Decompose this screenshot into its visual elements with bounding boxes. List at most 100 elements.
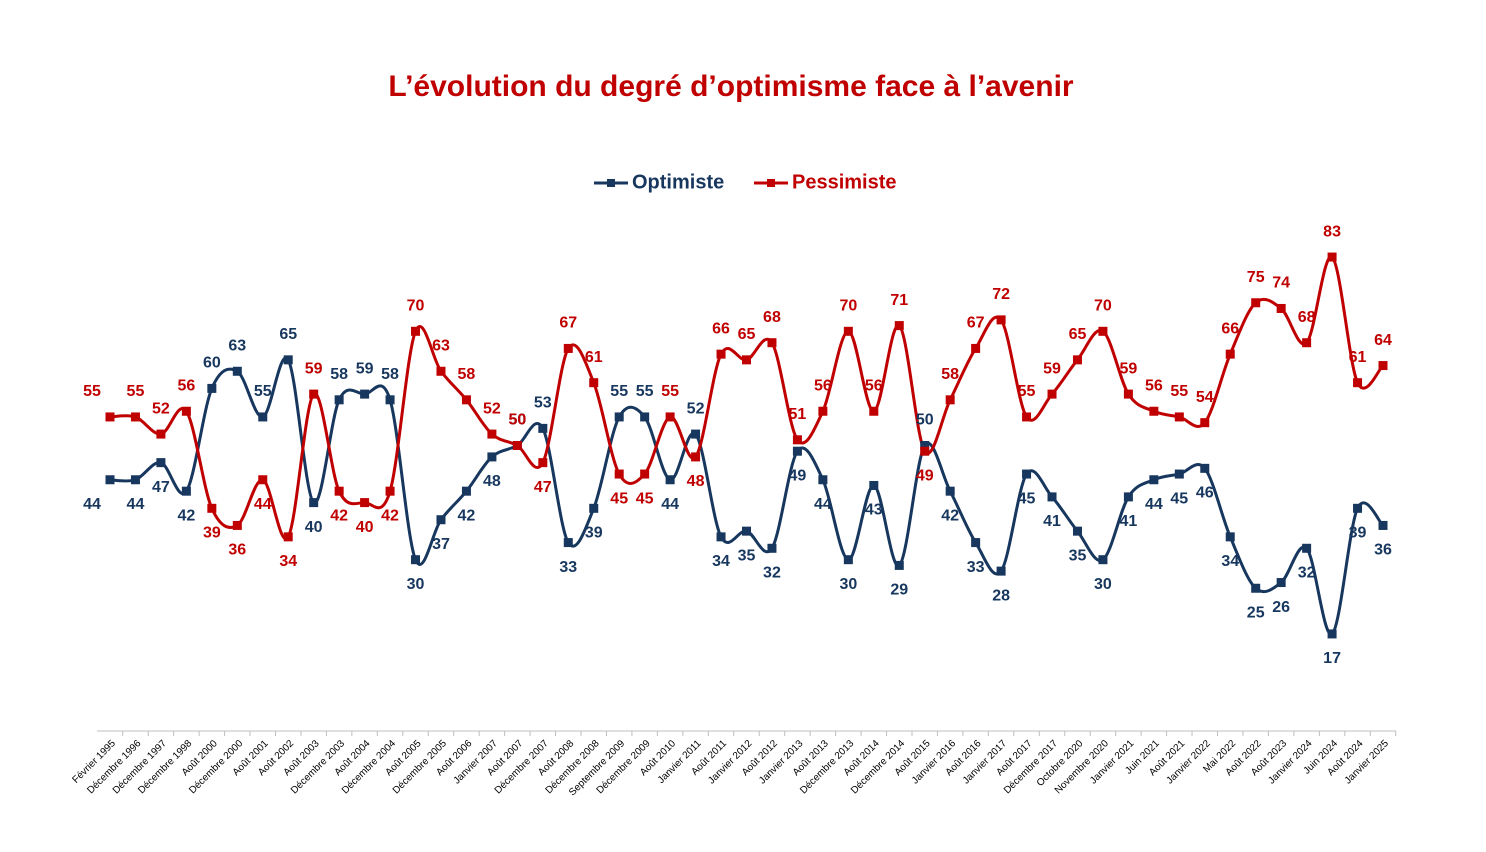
data-label: 67 bbox=[967, 315, 985, 332]
data-label: 26 bbox=[1272, 599, 1290, 616]
marker bbox=[1047, 389, 1057, 399]
chart-title: L’évolution du degré d’optimisme face à … bbox=[388, 70, 1073, 103]
data-label: 75 bbox=[1247, 269, 1265, 286]
marker bbox=[487, 452, 497, 462]
marker bbox=[1149, 475, 1159, 485]
data-label: 34 bbox=[279, 553, 297, 570]
marker bbox=[1378, 520, 1388, 530]
data-label: 59 bbox=[1043, 360, 1061, 377]
marker bbox=[283, 355, 293, 365]
data-label: 67 bbox=[559, 315, 577, 332]
marker bbox=[767, 543, 777, 553]
data-label: 25 bbox=[1247, 604, 1265, 621]
marker bbox=[742, 526, 751, 536]
data-label: 42 bbox=[941, 507, 959, 524]
marker bbox=[1123, 389, 1133, 399]
marker bbox=[1022, 469, 1032, 479]
marker bbox=[105, 412, 115, 422]
marker bbox=[563, 538, 573, 548]
data-label: 39 bbox=[1349, 525, 1367, 542]
marker bbox=[614, 412, 624, 422]
marker bbox=[360, 498, 370, 508]
marker bbox=[130, 475, 140, 485]
marker bbox=[461, 395, 471, 405]
marker bbox=[945, 395, 955, 405]
marker bbox=[971, 538, 981, 548]
marker bbox=[385, 486, 395, 496]
data-label: 30 bbox=[1094, 576, 1112, 593]
marker bbox=[538, 458, 548, 468]
data-label: 37 bbox=[432, 536, 450, 553]
marker bbox=[1302, 543, 1312, 553]
marker bbox=[512, 441, 522, 450]
data-label: 65 bbox=[738, 326, 756, 343]
series-line bbox=[109, 356, 1385, 636]
marker bbox=[207, 383, 217, 393]
marker bbox=[156, 458, 166, 468]
marker bbox=[1302, 338, 1312, 348]
data-label: 83 bbox=[1323, 223, 1341, 240]
data-label: 47 bbox=[534, 479, 552, 496]
legend-label: Pessimiste bbox=[792, 171, 897, 193]
marker bbox=[1225, 532, 1235, 542]
marker bbox=[614, 469, 624, 479]
legend-marker bbox=[607, 179, 615, 187]
data-label: 34 bbox=[712, 553, 730, 570]
marker bbox=[996, 566, 1006, 576]
marker bbox=[1098, 326, 1108, 336]
marker bbox=[411, 555, 421, 565]
data-label: 55 bbox=[127, 383, 145, 400]
data-label: 68 bbox=[1298, 309, 1316, 326]
data-label: 55 bbox=[661, 383, 679, 400]
data-label: 59 bbox=[305, 360, 323, 377]
data-label: 28 bbox=[992, 587, 1010, 604]
marker bbox=[894, 560, 904, 570]
data-label: 50 bbox=[916, 412, 934, 429]
data-label: 63 bbox=[432, 337, 450, 354]
data-label: 72 bbox=[992, 286, 1010, 303]
marker bbox=[130, 412, 140, 422]
marker bbox=[1200, 463, 1210, 473]
data-label: 55 bbox=[1170, 383, 1188, 400]
series-line bbox=[109, 255, 1385, 541]
marker bbox=[309, 389, 319, 399]
data-label: 63 bbox=[228, 337, 246, 354]
data-label: 56 bbox=[865, 377, 883, 394]
marker bbox=[283, 532, 293, 542]
marker bbox=[1174, 469, 1184, 479]
data-label: 47 bbox=[152, 479, 170, 496]
marker bbox=[487, 429, 497, 439]
data-label: 48 bbox=[687, 473, 705, 490]
data-label: 51 bbox=[789, 406, 807, 423]
marker bbox=[1327, 252, 1337, 262]
data-label: 74 bbox=[1272, 275, 1290, 292]
data-label: 58 bbox=[941, 366, 959, 383]
data-label: 40 bbox=[356, 519, 374, 536]
data-label: 48 bbox=[483, 473, 501, 490]
marker bbox=[869, 406, 879, 416]
marker bbox=[792, 446, 802, 456]
marker bbox=[181, 406, 191, 416]
marker bbox=[1200, 418, 1210, 428]
data-label: 55 bbox=[83, 383, 101, 400]
data-label: 45 bbox=[1018, 490, 1036, 507]
data-label: 32 bbox=[1298, 564, 1316, 581]
data-label: 68 bbox=[763, 309, 781, 326]
data-label: 52 bbox=[152, 400, 170, 417]
data-label: 56 bbox=[1145, 377, 1163, 394]
marker bbox=[920, 441, 930, 450]
data-label: 58 bbox=[458, 366, 476, 383]
marker bbox=[1251, 583, 1261, 593]
marker bbox=[232, 366, 242, 376]
data-label: 50 bbox=[508, 412, 526, 429]
data-label: 52 bbox=[687, 400, 705, 417]
marker bbox=[309, 498, 319, 508]
data-label: 34 bbox=[1221, 553, 1239, 570]
data-label: 65 bbox=[279, 326, 297, 343]
marker bbox=[258, 475, 268, 485]
data-label: 65 bbox=[1069, 326, 1087, 343]
marker bbox=[1123, 492, 1133, 502]
marker bbox=[691, 429, 701, 439]
data-label: 70 bbox=[407, 298, 425, 315]
marker bbox=[640, 412, 650, 422]
